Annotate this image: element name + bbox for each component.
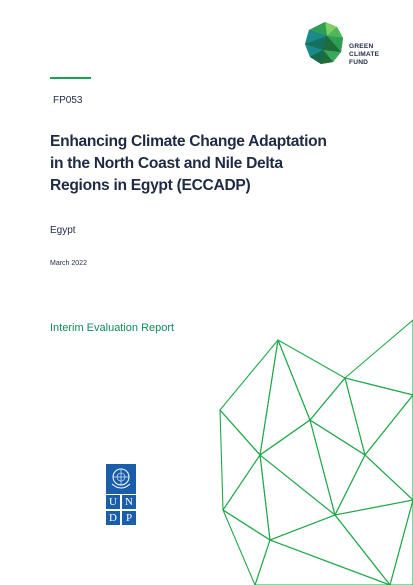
accent-divider (50, 77, 91, 79)
un-emblem-icon (106, 464, 136, 494)
undp-logo: U N D P (106, 464, 136, 525)
document-title: Enhancing Climate Change Adaptation in t… (50, 131, 370, 197)
gcf-logo-text: GREEN CLIMATE FUND (349, 43, 379, 68)
gcf-logo-line: FUND (349, 59, 369, 67)
undp-letter: D (106, 511, 120, 525)
country-label: Egypt (50, 225, 76, 236)
gcf-globe-icon (305, 22, 343, 64)
report-type: Interim Evaluation Report (50, 322, 175, 334)
title-line: Regions in Egypt (ECCADP) (50, 177, 251, 194)
geodesic-mesh-graphic (219, 319, 413, 585)
gcf-logo-line: CLIMATE (349, 51, 380, 59)
undp-letter: N (122, 495, 136, 509)
project-code: FP053 (53, 95, 83, 106)
undp-letter: U (106, 495, 120, 509)
title-line: Enhancing Climate Change Adaptation (50, 133, 327, 150)
gcf-logo: GREEN CLIMATE FUND (303, 20, 403, 72)
gcf-logo-line: GREEN (349, 43, 374, 50)
report-date: March 2022 (50, 260, 87, 267)
title-line: in the North Coast and Nile Delta (50, 155, 283, 172)
undp-letter: P (122, 511, 136, 525)
